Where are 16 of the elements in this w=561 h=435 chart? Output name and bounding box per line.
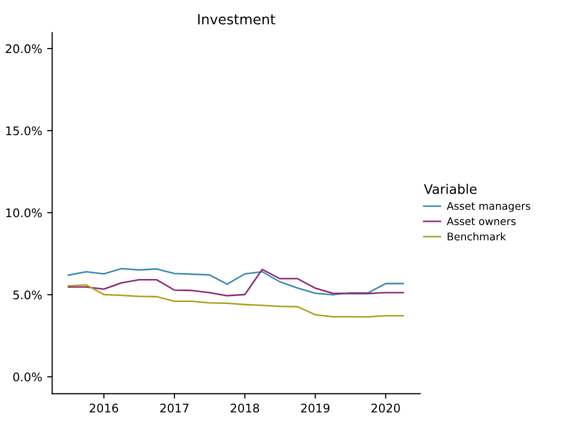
x-tick-label: 2020 — [372, 404, 400, 413]
y-tick-label: 15.0% — [6, 126, 42, 136]
y-tick-label: 0.0% — [13, 372, 42, 382]
y-tick-label: 20.0% — [6, 44, 42, 54]
x-tick-label: 2019 — [301, 404, 330, 413]
x-tick-label: 2017 — [160, 404, 188, 413]
legend-label: Asset managers — [446, 202, 530, 212]
line-series — [68, 284, 404, 318]
legend-label: Asset owners — [446, 217, 516, 226]
y-tick-label: 5.0% — [13, 290, 42, 300]
y-tick-label: 10.0% — [6, 208, 42, 218]
chart-title: Investment — [198, 14, 276, 24]
legend-title: Variable — [424, 184, 477, 194]
x-tick-label: 2018 — [230, 404, 260, 413]
x-tick-label: 2016 — [90, 404, 118, 413]
legend-label: Benchmark — [448, 232, 506, 240]
